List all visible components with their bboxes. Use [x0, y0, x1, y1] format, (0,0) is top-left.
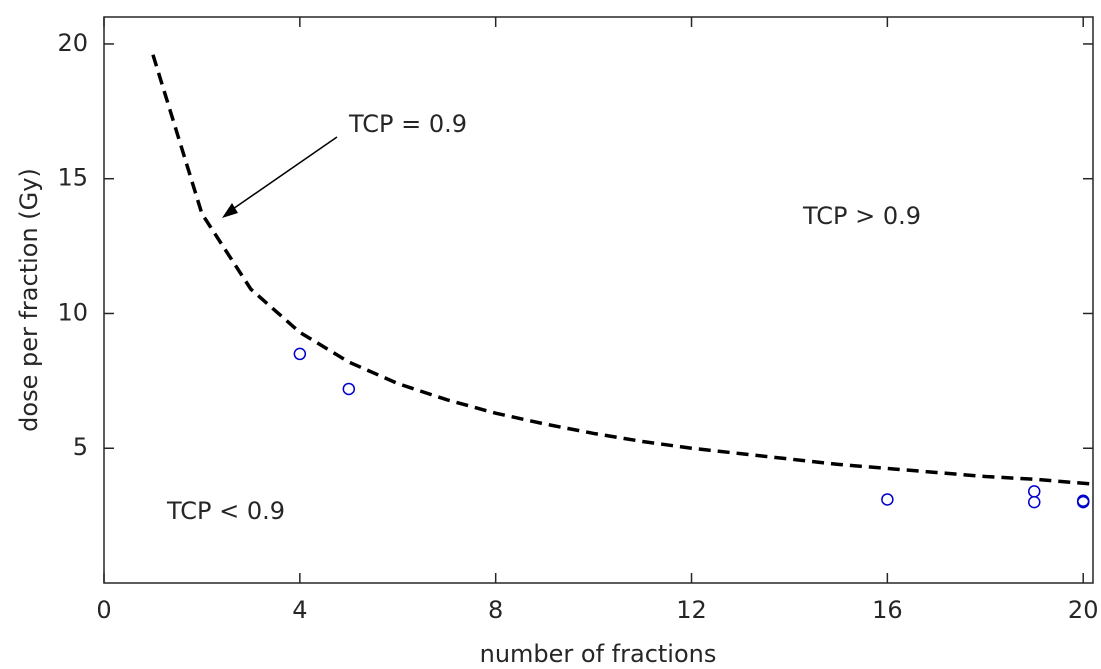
x-tick-label: 20	[1068, 596, 1099, 624]
annotation: TCP = 0.9	[348, 110, 467, 138]
y-tick-label: 5	[73, 433, 88, 461]
arrow-head	[222, 203, 238, 218]
y-tick-label: 20	[57, 29, 88, 57]
x-axis-label: number of fractions	[480, 640, 717, 668]
x-tick-label: 0	[96, 596, 111, 624]
y-tick-label: 10	[57, 298, 88, 326]
data-point	[342, 382, 356, 396]
annotation: TCP < 0.9	[166, 497, 285, 525]
x-tick-label: 4	[292, 596, 307, 624]
x-tick-label: 16	[872, 596, 903, 624]
data-point	[1027, 495, 1041, 509]
plot-frame	[103, 16, 1094, 584]
x-tick-label: 8	[488, 596, 503, 624]
tcp-curve	[151, 54, 1094, 486]
annotation-arrow	[229, 136, 338, 212]
data-point	[881, 493, 894, 506]
y-axis-label: dose per fraction (Gy)	[15, 168, 43, 432]
annotation: TCP > 0.9	[802, 202, 921, 230]
y-tick-label: 15	[57, 164, 88, 192]
data-point	[293, 347, 307, 361]
data-point	[1027, 485, 1041, 498]
x-tick-label: 12	[676, 596, 707, 624]
data-point	[1076, 495, 1090, 509]
